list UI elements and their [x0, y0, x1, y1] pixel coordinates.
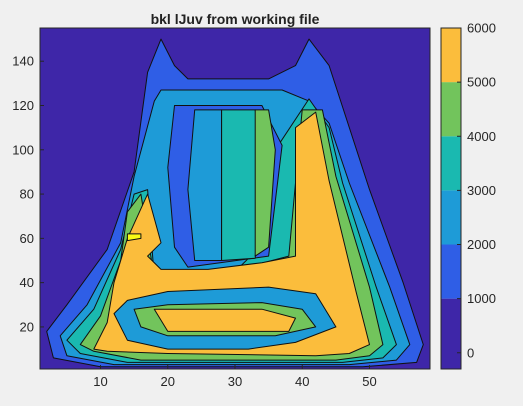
colorbar: 0 1000 2000 3000 4000 5000 6000 [440, 21, 496, 370]
y-tick-label-40: 40 [20, 275, 34, 290]
contour-regions [46, 38, 424, 368]
chart-title: bkl lJuv from working file [151, 11, 320, 27]
y-tick-label-100: 100 [12, 142, 34, 157]
colorbar-tick-label-3000: 3000 [467, 183, 496, 198]
colorbar-tick-label-2000: 2000 [467, 237, 496, 252]
plot-area [39, 27, 431, 370]
colorbar-tick-label-0: 0 [467, 345, 474, 360]
colorbar-tick-label-5000: 5000 [467, 75, 496, 90]
x-tick-label-20: 20 [161, 374, 175, 389]
x-tick-label-40: 40 [295, 374, 309, 389]
x-tick-label-50: 50 [362, 374, 376, 389]
y-tick-label-140: 140 [12, 54, 34, 69]
contour-region-11 [187, 109, 223, 261]
colorbar-band-4000 [441, 82, 461, 137]
colorbar-frame [440, 27, 462, 370]
x-axis: 10 20 30 40 50 [93, 365, 377, 389]
colorbar-tick-label-6000: 6000 [467, 21, 496, 36]
contour-region-6 [126, 233, 142, 242]
contour-region-13 [254, 109, 276, 257]
colorbar-band-5000 [441, 28, 461, 83]
y-tick-label-80: 80 [20, 187, 34, 202]
y-tick-label-20: 20 [20, 319, 34, 334]
contour-region-9 [153, 308, 296, 332]
colorbar-band-3000 [441, 136, 461, 191]
y-axis: 20 40 60 80 100 120 140 [12, 54, 44, 334]
colorbar-band-2000 [441, 190, 461, 245]
x-tick-label-10: 10 [93, 374, 107, 389]
colorbar-band-1000 [441, 244, 461, 299]
colorbar-tick-label-4000: 4000 [467, 129, 496, 144]
x-tick-label-30: 30 [228, 374, 242, 389]
colorbar-band-0 [441, 298, 461, 369]
colorbar-tick-label-1000: 1000 [467, 291, 496, 306]
y-tick-label-60: 60 [20, 231, 34, 246]
y-tick-label-120: 120 [12, 98, 34, 113]
